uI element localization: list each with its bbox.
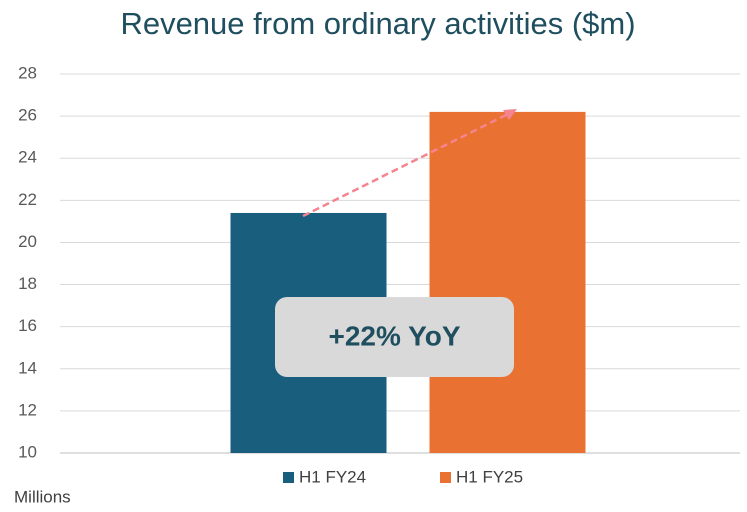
legend-label: H1 FY25	[456, 467, 523, 486]
legend-swatch	[440, 472, 451, 483]
y-tick-label: 16	[18, 316, 37, 335]
chart-title: Revenue from ordinary activities ($m)	[120, 6, 635, 41]
y-tick-label: 26	[18, 106, 37, 125]
trend-arrow	[302, 112, 509, 218]
y-tick-label: 28	[18, 63, 37, 82]
y-tick-label: 18	[18, 274, 37, 293]
y-tick-label: 10	[18, 442, 37, 461]
y-tick-label: 20	[18, 232, 37, 251]
y-tick-label: 22	[18, 190, 37, 209]
y-tick-label: 14	[18, 358, 37, 377]
legend-label: H1 FY24	[299, 467, 366, 486]
y-tick-label: 24	[18, 148, 37, 167]
legend: H1 FY24 H1 FY25	[283, 467, 523, 486]
y-tick-label: 12	[18, 400, 37, 419]
arrow-head	[503, 109, 517, 120]
annotation-box	[275, 297, 514, 377]
annotation: +22% YoY	[328, 320, 460, 351]
legend-swatch	[283, 472, 294, 483]
bars	[230, 111, 586, 454]
bar	[429, 111, 586, 454]
unit-label: Millions	[14, 487, 71, 506]
